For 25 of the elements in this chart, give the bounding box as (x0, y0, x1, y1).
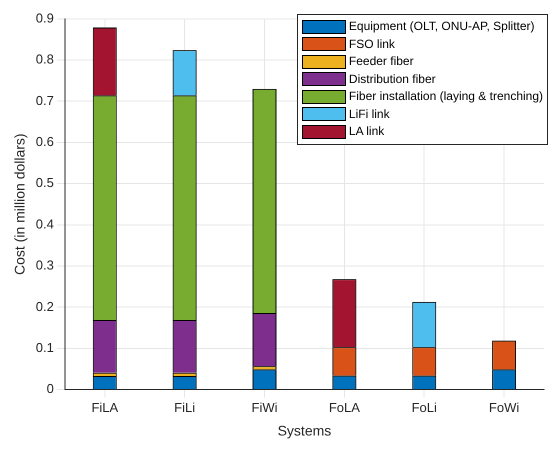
x-tick-label: FoLi (412, 400, 437, 415)
y-tick-label: 0.5 (36, 175, 54, 190)
legend-label: Distribution fiber (348, 70, 436, 88)
y-tick-label: 0.3 (36, 258, 54, 273)
legend-label: Fiber installation (laying & trenching) (348, 88, 543, 105)
x-tick-label: FiLi (174, 400, 196, 415)
x-tick-label: FoLA (328, 400, 360, 415)
y-tick-label: 0.1 (36, 340, 54, 355)
legend-label: Equipment (OLT, ONU-AP, Splitter) (348, 18, 535, 35)
y-tick-label: 0.8 (36, 52, 54, 67)
y-tick-label: 0.6 (36, 134, 54, 149)
legend-label: LiFi link (348, 106, 390, 122)
y-tick-label: 0 (46, 381, 54, 396)
x-tick-label: FoWi (488, 400, 520, 415)
x-tick-label: FiWi (252, 400, 278, 415)
y-axis-title: Cost (in million dollars) (11, 133, 28, 275)
x-axis-title: Systems (278, 422, 332, 438)
legend-label: Feeder fiber (348, 53, 414, 70)
y-tick-label: 0.4 (36, 216, 54, 232)
y-tick-label: 0.9 (36, 10, 54, 26)
y-tick-label: 0.2 (36, 298, 54, 314)
legend-label: FSO link (348, 36, 395, 52)
legend-label: LA link (348, 123, 384, 140)
x-tick-label: FiLA (91, 400, 118, 415)
y-tick-label: 0.7 (36, 92, 54, 108)
